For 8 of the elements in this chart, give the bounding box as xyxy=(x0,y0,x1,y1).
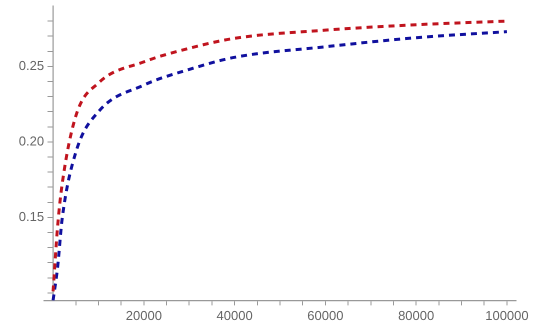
y-tick-label: 0.25 xyxy=(18,58,44,73)
x-tick-label: 80000 xyxy=(398,308,434,323)
x-tick-label: 20000 xyxy=(126,308,162,323)
x-tick-label: 100000 xyxy=(485,308,529,323)
y-tick-label: 0.15 xyxy=(18,208,44,224)
y-tick-label: 0.20 xyxy=(18,133,44,148)
x-tick-label: 60000 xyxy=(307,308,344,323)
x-tick-label: 40000 xyxy=(216,308,253,323)
